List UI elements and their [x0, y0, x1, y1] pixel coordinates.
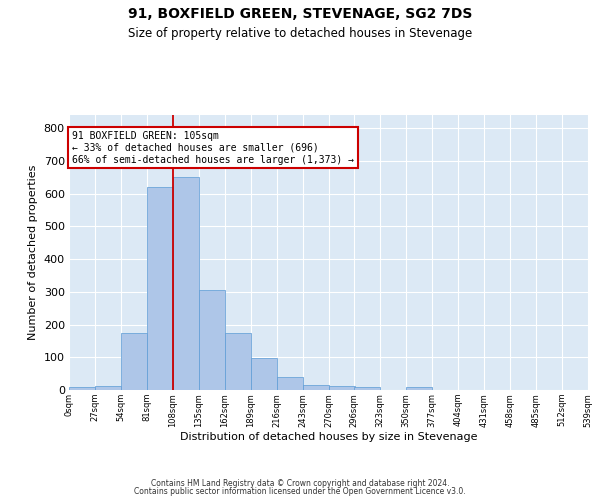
Text: Contains public sector information licensed under the Open Government Licence v3: Contains public sector information licen…: [134, 487, 466, 496]
Bar: [95, 386, 121, 390]
X-axis label: Distribution of detached houses by size in Stevenage: Distribution of detached houses by size …: [180, 432, 477, 442]
Bar: [69, 388, 95, 390]
Bar: [329, 386, 355, 390]
Bar: [147, 187, 173, 390]
Text: 91, BOXFIELD GREEN, STEVENAGE, SG2 7DS: 91, BOXFIELD GREEN, STEVENAGE, SG2 7DS: [128, 8, 472, 22]
Bar: [173, 177, 199, 390]
Bar: [121, 332, 147, 390]
Text: Size of property relative to detached houses in Stevenage: Size of property relative to detached ho…: [128, 28, 472, 40]
Bar: [277, 377, 303, 390]
Bar: [303, 385, 329, 390]
Text: Contains HM Land Registry data © Crown copyright and database right 2024.: Contains HM Land Registry data © Crown c…: [151, 478, 449, 488]
Y-axis label: Number of detached properties: Number of detached properties: [28, 165, 38, 340]
Text: 91 BOXFIELD GREEN: 105sqm
← 33% of detached houses are smaller (696)
66% of semi: 91 BOXFIELD GREEN: 105sqm ← 33% of detac…: [72, 132, 354, 164]
Bar: [251, 358, 277, 390]
Bar: [225, 332, 251, 390]
Bar: [354, 386, 380, 390]
Bar: [199, 290, 225, 390]
Bar: [406, 388, 432, 390]
